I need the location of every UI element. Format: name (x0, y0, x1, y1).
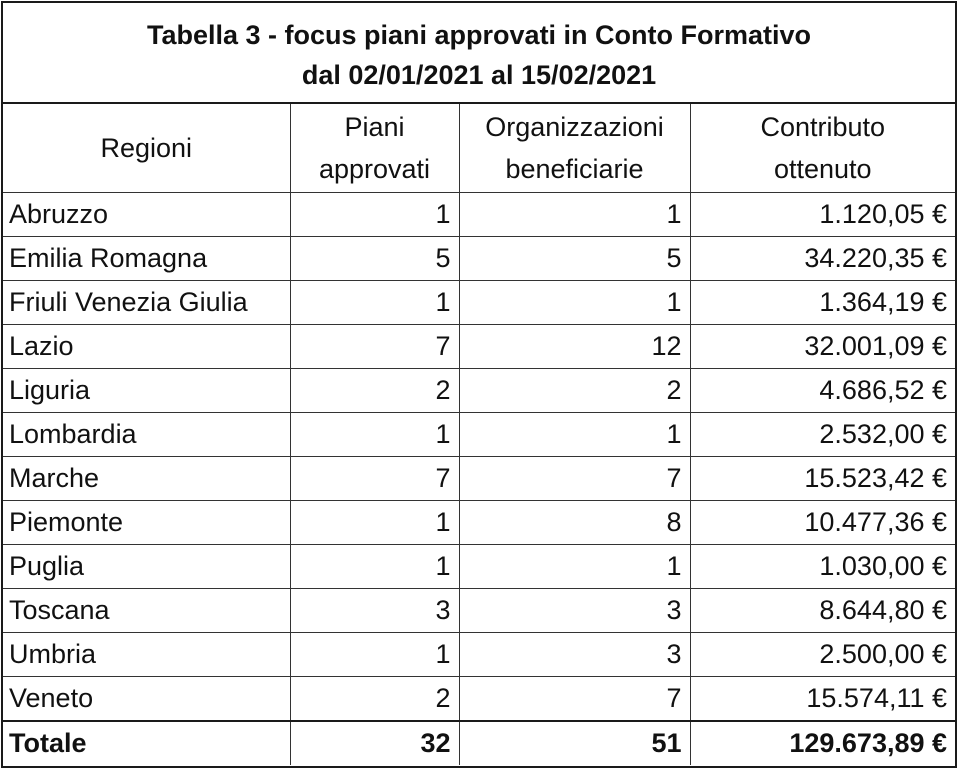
cell-contributo: 1.120,05 € (690, 192, 955, 237)
table-row: Piemonte 1 8 10.477,36 € (3, 500, 955, 545)
cell-contributo: 15.523,42 € (690, 456, 955, 501)
cell-organizzazioni: 1 (459, 192, 691, 237)
header-piani-approvati: Piani approvati (290, 103, 460, 193)
header-organizzazioni-beneficiarie: Organizzazioni beneficiarie (459, 103, 691, 193)
table-row: Toscana 3 3 8.644,80 € (3, 588, 955, 633)
table-row: Lombardia 1 1 2.532,00 € (3, 412, 955, 457)
cell-regione: Emilia Romagna (3, 236, 291, 281)
cell-piani: 7 (290, 456, 460, 501)
total-contributo: 129.673,89 € (690, 719, 955, 765)
cell-piani: 1 (290, 632, 460, 677)
cell-organizzazioni: 8 (459, 500, 691, 545)
cell-piani: 7 (290, 324, 460, 369)
header-contributo-ottenuto: Contributo ottenuto (690, 103, 955, 193)
cell-piani: 1 (290, 412, 460, 457)
cell-regione: Toscana (3, 588, 291, 633)
cell-piani: 1 (290, 192, 460, 237)
cell-regione: Piemonte (3, 500, 291, 545)
header-regioni-line-1: Regioni (100, 133, 193, 163)
cell-contributo: 15.574,11 € (690, 676, 955, 721)
cell-organizzazioni: 7 (459, 676, 691, 721)
cell-regione: Umbria (3, 632, 291, 677)
total-row: Totale 32 51 129.673,89 € (3, 719, 955, 765)
cell-organizzazioni: 1 (459, 544, 691, 589)
cell-regione: Friuli Venezia Giulia (3, 280, 291, 325)
header-organizzazioni-line-1: Organizzazioni (485, 112, 664, 142)
table-row: Liguria 2 2 4.686,52 € (3, 368, 955, 413)
cell-organizzazioni: 5 (459, 236, 691, 281)
table-row: Lazio 7 12 32.001,09 € (3, 324, 955, 369)
cell-piani: 3 (290, 588, 460, 633)
title-row: Tabella 3 - focus piani approvati in Con… (3, 3, 955, 104)
cell-regione: Lazio (3, 324, 291, 369)
total-label: Totale (3, 719, 291, 765)
cell-contributo: 4.686,52 € (690, 368, 955, 413)
cell-piani: 1 (290, 500, 460, 545)
cell-piani: 1 (290, 280, 460, 325)
cell-organizzazioni: 2 (459, 368, 691, 413)
cell-organizzazioni: 12 (459, 324, 691, 369)
header-organizzazioni-line-2: beneficiarie (505, 154, 644, 184)
cell-piani: 2 (290, 368, 460, 413)
cell-organizzazioni: 7 (459, 456, 691, 501)
cell-regione: Liguria (3, 368, 291, 413)
cell-contributo: 2.532,00 € (690, 412, 955, 457)
cell-piani: 1 (290, 544, 460, 589)
cell-organizzazioni: 3 (459, 588, 691, 633)
data-table: Tabella 3 - focus piani approvati in Con… (3, 3, 955, 765)
table-title-line-1: Tabella 3 - focus piani approvati in Con… (146, 19, 812, 50)
table-title: Tabella 3 - focus piani approvati in Con… (3, 3, 955, 104)
cell-regione: Puglia (3, 544, 291, 589)
header-piani-line-2: approvati (318, 154, 431, 184)
table-title-line-2: dal 02/01/2021 al 15/02/2021 (301, 59, 657, 90)
header-piani-line-1: Piani (344, 112, 405, 142)
cell-contributo: 8.644,80 € (690, 588, 955, 633)
table-row: Friuli Venezia Giulia 1 1 1.364,19 € (3, 280, 955, 325)
table-row: Emilia Romagna 5 5 34.220,35 € (3, 236, 955, 281)
cell-organizzazioni: 1 (459, 280, 691, 325)
table-row: Marche 7 7 15.523,42 € (3, 456, 955, 501)
cell-piani: 5 (290, 236, 460, 281)
table-row: Umbria 1 3 2.500,00 € (3, 632, 955, 677)
cell-organizzazioni: 1 (459, 412, 691, 457)
cell-regione: Marche (3, 456, 291, 501)
table-row: Abruzzo 1 1 1.120,05 € (3, 192, 955, 237)
cell-contributo: 1.030,00 € (690, 544, 955, 589)
cell-contributo: 34.220,35 € (690, 236, 955, 281)
cell-regione: Abruzzo (3, 192, 291, 237)
cell-regione: Veneto (3, 676, 291, 721)
cell-contributo: 32.001,09 € (690, 324, 955, 369)
cell-contributo: 1.364,19 € (690, 280, 955, 325)
cell-contributo: 10.477,36 € (690, 500, 955, 545)
header-regioni: Regioni (3, 103, 291, 193)
cell-contributo: 2.500,00 € (690, 632, 955, 677)
cell-piani: 2 (290, 676, 460, 721)
total-organizzazioni: 51 (459, 719, 691, 765)
table-row: Veneto 2 7 15.574,11 € (3, 676, 955, 721)
cell-regione: Lombardia (3, 412, 291, 457)
total-piani: 32 (290, 719, 460, 765)
cell-organizzazioni: 3 (459, 632, 691, 677)
header-contributo-line-1: Contributo (760, 112, 886, 142)
header-row: Regioni Piani approvati Organizzazioni b… (3, 103, 955, 193)
header-contributo-line-2: ottenuto (773, 154, 872, 184)
table-row: Puglia 1 1 1.030,00 € (3, 544, 955, 589)
